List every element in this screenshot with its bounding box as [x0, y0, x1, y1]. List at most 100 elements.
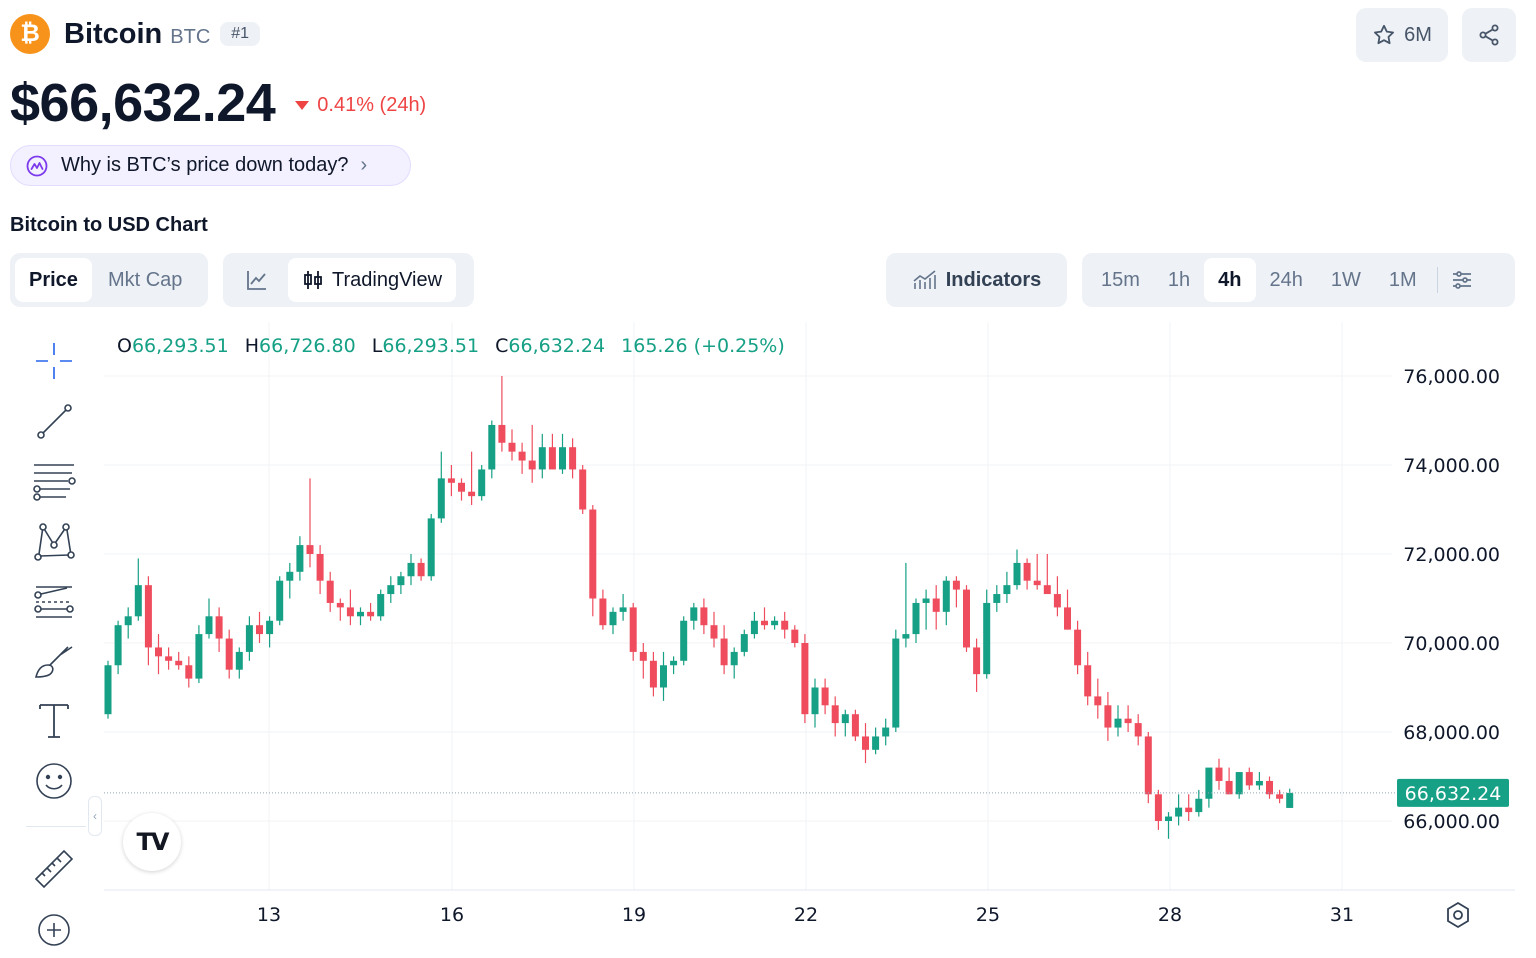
candle-body	[660, 665, 667, 688]
candle	[1266, 776, 1273, 799]
candle	[791, 625, 799, 648]
timeframe-4h[interactable]: 4h	[1204, 258, 1256, 302]
share-icon	[1479, 24, 1499, 46]
candle	[1134, 714, 1142, 746]
crosshair-tool[interactable]	[26, 336, 82, 386]
chart-gear-icon[interactable]	[1443, 900, 1473, 930]
candle	[427, 513, 435, 581]
candle-body	[1215, 767, 1223, 781]
candle	[1114, 705, 1122, 737]
candle-body	[791, 629, 799, 643]
timeframe-24h[interactable]: 24h	[1269, 268, 1303, 291]
text-tool[interactable]	[26, 696, 82, 746]
candle	[690, 602, 698, 630]
timeframe-1h[interactable]: 1h	[1167, 268, 1191, 291]
candle-body	[1175, 807, 1183, 817]
y-tick-label: 66,000.00	[1403, 811, 1500, 833]
low-value: 66,293.51	[382, 335, 480, 357]
timeframe-1w[interactable]: 1W	[1330, 268, 1361, 291]
candle-body	[1255, 780, 1263, 786]
line-chart-button[interactable]	[228, 258, 286, 302]
ruler-tool[interactable]	[26, 844, 82, 894]
candle-body	[862, 736, 869, 750]
chart-settings-button[interactable]	[1444, 258, 1480, 302]
candle-body	[1225, 780, 1233, 795]
candle-body	[639, 651, 647, 661]
candle	[1064, 589, 1071, 630]
current-price-label: 66,632.24	[1405, 783, 1502, 805]
open-value: 66,293.51	[131, 335, 229, 357]
share-button[interactable]	[1462, 8, 1516, 62]
tools-divider	[26, 826, 86, 827]
candle	[185, 656, 193, 688]
candle	[740, 629, 748, 657]
candle	[942, 576, 950, 626]
triangle-down-icon	[295, 100, 310, 110]
metric-tabs: Price Mkt Cap	[10, 253, 208, 307]
candle	[488, 420, 496, 479]
candle	[134, 558, 142, 621]
tab-mkt-cap[interactable]: Mkt Cap	[107, 268, 183, 291]
trend-line-tool[interactable]	[26, 396, 82, 446]
candle	[518, 442, 526, 474]
brush-icon	[34, 646, 73, 678]
ai-insight-icon	[26, 155, 48, 176]
fib-retracement-tool[interactable]	[26, 456, 82, 506]
candle	[851, 709, 859, 741]
pattern-icon	[34, 523, 75, 561]
candle-body	[1074, 629, 1082, 666]
candle-body	[922, 598, 930, 603]
why-price-down-prompt[interactable]: Why is BTC’s price down today? ›	[10, 145, 411, 186]
candlestick-icon	[304, 271, 322, 289]
candle	[1175, 794, 1183, 826]
pattern-tool[interactable]	[26, 516, 82, 566]
candle	[377, 589, 385, 621]
coin-header: ₿ Bitcoin BTC #1	[10, 14, 261, 54]
brush-tool[interactable]	[26, 636, 82, 686]
tab-price[interactable]: Price	[15, 258, 92, 302]
candle-body	[276, 580, 284, 621]
x-tick-label: 16	[440, 904, 464, 926]
emoji-tool[interactable]	[26, 756, 82, 806]
price-change-24h: 0.41% (24h)	[295, 94, 426, 117]
candle	[195, 625, 203, 684]
projection-icon	[34, 586, 74, 618]
current-price-tag	[1397, 778, 1509, 807]
text-icon	[39, 704, 69, 738]
zoom-in-tool[interactable]	[26, 902, 82, 946]
candle-body	[488, 424, 496, 470]
y-tick-label: 68,000.00	[1403, 722, 1500, 744]
indicators-button[interactable]: Indicators	[886, 253, 1067, 307]
tradingview-button[interactable]: TradingView	[288, 258, 457, 302]
candle	[730, 647, 738, 679]
tradingview-logo-icon[interactable]: TV	[123, 813, 181, 871]
candle-body	[589, 509, 597, 599]
watchlist-button[interactable]: 6M	[1356, 8, 1448, 62]
candle-body	[680, 620, 688, 661]
candle	[447, 465, 455, 497]
timeframe-15m[interactable]: 15m	[1101, 268, 1140, 291]
candle-body	[1165, 816, 1172, 821]
candle	[306, 478, 314, 568]
candle-body	[1195, 798, 1203, 813]
candle	[639, 643, 647, 679]
candle-body	[1134, 723, 1142, 737]
candle-body	[155, 647, 162, 657]
candle	[750, 611, 758, 639]
candle	[710, 611, 718, 648]
candle-body	[1245, 772, 1253, 786]
x-tick-label: 31	[1330, 904, 1354, 926]
collapse-toolbar-button[interactable]: ‹	[88, 796, 102, 836]
timeframe-1m[interactable]: 1M	[1388, 268, 1417, 291]
candle	[144, 576, 152, 666]
candle-body	[296, 545, 304, 572]
candle-body	[963, 589, 970, 648]
candle-body	[367, 611, 375, 617]
x-tick-label: 28	[1158, 904, 1182, 926]
chart-axes: 76,000.00 74,000.00 72,000.00 70,000.00 68,0…	[104, 366, 1515, 926]
projection-tool[interactable]	[26, 576, 82, 626]
coin-symbol: BTC	[170, 25, 211, 48]
ruler-icon	[34, 849, 74, 889]
candle	[1205, 767, 1213, 808]
